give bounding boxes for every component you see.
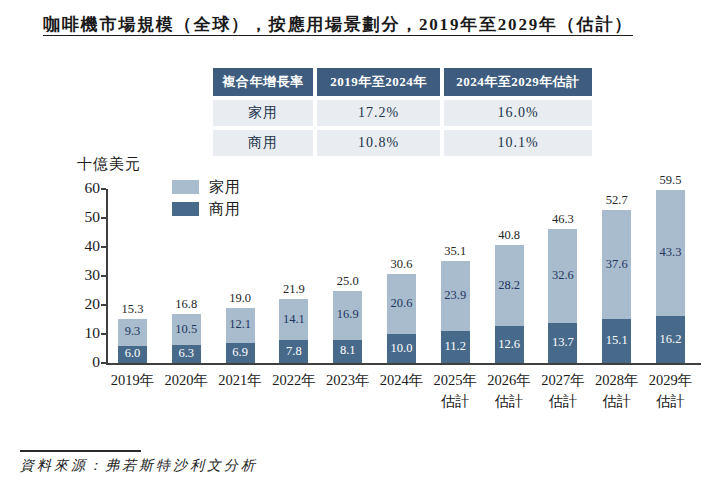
- bar-value-home: 28.2: [487, 278, 531, 293]
- bar-value-commercial: 11.2: [433, 339, 477, 354]
- source-text: 資料來源：弗若斯特沙利文分析: [20, 457, 258, 475]
- bar-total-label: 25.0: [323, 274, 373, 289]
- bar-total-label: 59.5: [646, 173, 696, 188]
- x-axis-label: 2020年: [159, 371, 213, 390]
- bar-value-commercial: 7.8: [272, 344, 316, 359]
- x-axis-label: 2024年: [375, 371, 429, 390]
- x-axis-label: 2025年: [428, 371, 482, 390]
- bar-total-label: 52.7: [592, 193, 642, 208]
- bar-value-commercial: 8.1: [326, 343, 370, 358]
- legend-swatch-commercial: [172, 202, 199, 216]
- y-tick-label: 40: [58, 237, 100, 255]
- x-axis-label: 2026年: [482, 371, 536, 390]
- x-axis-sublabel: 估計: [644, 392, 698, 411]
- y-tick-label: 60: [58, 179, 100, 197]
- legend-label-home: 家用: [209, 178, 241, 197]
- bar-value-home: 37.6: [595, 257, 639, 272]
- y-tick-mark: [101, 304, 106, 306]
- bar-value-home: 32.6: [541, 268, 585, 283]
- x-axis-sublabel: 估計: [428, 392, 482, 411]
- y-tick-label: 50: [58, 208, 100, 226]
- bar-total-label: 35.1: [430, 244, 480, 259]
- bar-value-home: 9.3: [111, 324, 155, 339]
- page: 咖啡機市場規模（全球），按應用場景劃分，2019年至2029年（估計） 複合年增…: [0, 0, 721, 500]
- x-axis-sublabel: 估計: [536, 392, 590, 411]
- x-axis-label: 2029年: [644, 371, 698, 390]
- bar-value-commercial: 13.7: [541, 335, 585, 350]
- bar-value-home: 16.9: [326, 307, 370, 322]
- bar-value-commercial: 6.3: [164, 346, 208, 361]
- y-tick-label: 20: [58, 295, 100, 313]
- x-axis-label: 2027年: [536, 371, 590, 390]
- y-tick-mark: [101, 362, 106, 364]
- bar-value-home: 12.1: [218, 317, 262, 332]
- y-tick-mark: [101, 333, 106, 335]
- bar-value-home: 10.5: [164, 322, 208, 337]
- bar-value-commercial: 10.0: [380, 341, 424, 356]
- y-tick-label: 10: [58, 324, 100, 342]
- y-tick-label: 0: [58, 353, 100, 371]
- x-axis-label: 2021年: [213, 371, 267, 390]
- x-axis-line: [106, 363, 701, 365]
- bar-value-commercial: 6.0: [111, 346, 155, 361]
- bar-total-label: 19.0: [215, 291, 265, 306]
- y-tick-mark: [101, 246, 106, 248]
- bar-value-home: 23.9: [433, 288, 477, 303]
- x-axis-label: 2023年: [321, 371, 375, 390]
- y-tick-mark: [101, 217, 106, 219]
- bar-value-home: 20.6: [380, 296, 424, 311]
- bar-total-label: 30.6: [377, 257, 427, 272]
- bar-total-label: 15.3: [108, 302, 158, 317]
- source-divider: [20, 450, 141, 452]
- bar-total-label: 46.3: [538, 212, 588, 227]
- y-tick-mark: [101, 188, 106, 190]
- bar-value-home: 14.1: [272, 312, 316, 327]
- x-axis-sublabel: 估計: [590, 392, 644, 411]
- bar-total-label: 21.9: [269, 282, 319, 297]
- bar-value-home: 43.3: [649, 245, 693, 260]
- bar-value-commercial: 6.9: [218, 345, 262, 360]
- bar-value-commercial: 16.2: [649, 332, 693, 347]
- bar-total-label: 16.8: [161, 297, 211, 312]
- bar-value-commercial: 12.6: [487, 337, 531, 352]
- x-axis-label: 2022年: [267, 371, 321, 390]
- x-axis-sublabel: 估計: [482, 392, 536, 411]
- y-tick-label: 30: [58, 266, 100, 284]
- x-axis-label: 2019年: [106, 371, 160, 390]
- legend-swatch-home: [172, 180, 199, 194]
- bar-total-label: 40.8: [484, 228, 534, 243]
- y-tick-mark: [101, 275, 106, 277]
- bar-value-commercial: 15.1: [595, 333, 639, 348]
- y-axis-line: [106, 189, 108, 365]
- legend-label-commercial: 商用: [209, 200, 241, 219]
- x-axis-label: 2028年: [590, 371, 644, 390]
- stacked-bar-chart: 0 10 20 30 40 50 60 6.0 9.3 15.3 2019年 6.3 10.5 16.8 2…: [0, 0, 721, 500]
